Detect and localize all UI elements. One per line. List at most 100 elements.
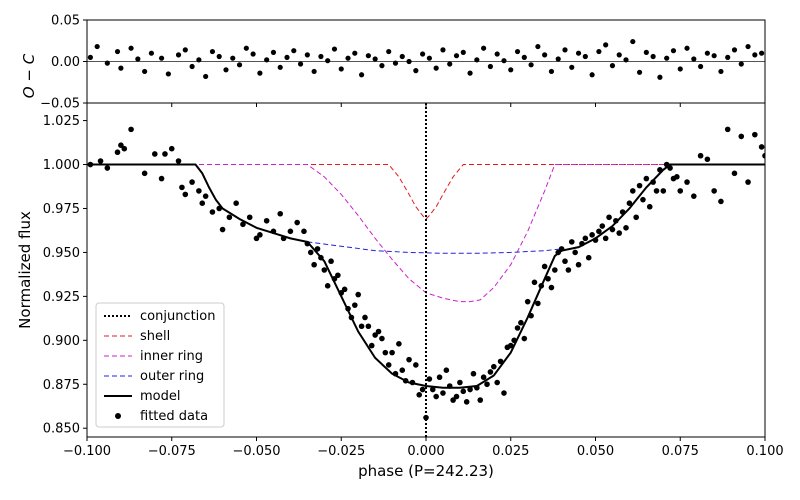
fitted-data-point: [467, 386, 473, 393]
lightcurve-x-tick-label: 0.100: [746, 444, 783, 459]
fitted-data-point: [372, 332, 378, 338]
residual-point: [650, 53, 656, 60]
legend: conjunction shell inner ring outer ring …: [95, 302, 225, 428]
fitted-data-point: [640, 196, 646, 203]
fitted-data-point: [602, 235, 609, 242]
residual-point: [420, 51, 426, 57]
lightcurve-y-tick-label: 0.950: [43, 246, 80, 261]
residual-point: [711, 53, 717, 59]
fitted-data-point: [616, 230, 623, 236]
lightcurve-x-tick-label: −0.075: [148, 444, 196, 459]
residual-point: [311, 68, 317, 75]
lightcurve-y-tick-label: 0.875: [43, 378, 80, 393]
residuals-y-tick-label: 0.00: [51, 55, 80, 70]
residual-point: [582, 53, 588, 60]
residual-point: [521, 54, 527, 60]
fitted-data-point: [402, 377, 409, 384]
legend-label-conjunction: conjunction: [140, 309, 215, 324]
fitted-data-point: [463, 399, 470, 405]
fitted-data-point: [629, 188, 636, 194]
residual-point: [704, 50, 710, 56]
residual-point: [142, 68, 148, 75]
fitted-data-point: [538, 283, 545, 289]
residual-point: [609, 63, 616, 69]
fitted-data-point: [419, 386, 426, 393]
residual-point: [447, 61, 453, 67]
residual-point: [691, 56, 697, 62]
fitted-data-point: [691, 193, 697, 199]
fitted-data-point: [179, 184, 185, 191]
lightcurve-x-axis-label: phase (P=242.23): [358, 462, 494, 480]
fitted-data-point: [240, 221, 246, 228]
residual-point: [291, 48, 297, 54]
residuals-y-axis-label: O − C: [20, 53, 38, 98]
fitted-data-point: [697, 152, 704, 159]
residual-point: [487, 63, 494, 70]
legend-label-inner-ring: inner ring: [140, 349, 203, 364]
fitted-data-point: [175, 158, 182, 164]
fitted-data-point: [382, 349, 389, 356]
lightcurve-y-axis-label: Normalized flux: [16, 211, 34, 329]
residual-point: [379, 63, 385, 69]
residual-point: [643, 49, 649, 55]
residual-point: [158, 55, 165, 61]
fitted-data-point: [189, 179, 195, 185]
residual-point: [257, 70, 263, 76]
lightcurve-y-tick-label: 0.900: [43, 334, 80, 349]
fitted-data-point: [440, 390, 446, 396]
residuals-y-tick-label: −0.05: [40, 97, 80, 112]
fitted-data-point: [565, 267, 572, 273]
fitted-data-point: [121, 145, 128, 152]
fitted-data-point: [396, 341, 402, 347]
fitted-data-point: [202, 193, 209, 199]
fitted-data-point: [423, 414, 429, 421]
residual-point: [697, 63, 704, 70]
fitted-data-point: [321, 267, 328, 273]
fitted-data-point: [257, 232, 263, 238]
legend-swatch-fitted-data: [115, 413, 121, 419]
residual-point: [352, 50, 358, 56]
residuals-y-ticks: −0.05 0.00 0.05: [40, 14, 87, 112]
fitted-data-point: [643, 175, 650, 182]
residual-point: [731, 47, 738, 53]
fitted-data-point: [633, 214, 639, 221]
lightcurve-x-tick-label: 0.050: [577, 444, 614, 459]
residual-point: [677, 66, 683, 72]
fitted-data-point: [324, 283, 331, 289]
fitted-data-point: [663, 161, 670, 168]
legend-label-shell: shell: [140, 329, 170, 344]
fitted-data-point: [379, 335, 385, 342]
series-line-outer-ring: [307, 241, 562, 254]
fitted-data-point: [636, 182, 643, 189]
residual-point: [548, 68, 555, 75]
fitted-data-point: [718, 198, 724, 205]
residual-point: [514, 48, 521, 55]
residual-point: [304, 52, 310, 58]
residual-point: [406, 58, 412, 65]
lightcurve-x-ticks: −0.100 −0.075 −0.050 −0.025 0.000 0.025 0.050 0…: [63, 437, 784, 459]
fitted-data-point: [392, 370, 399, 377]
residual-point: [331, 46, 338, 52]
fitted-data-point: [263, 217, 270, 224]
fitted-data-point: [226, 214, 233, 221]
fitted-data-point: [97, 158, 104, 164]
fitted-data-point: [453, 393, 460, 400]
fitted-data-point: [667, 165, 673, 171]
fitted-data-point: [555, 249, 562, 256]
fitted-data-point: [385, 362, 392, 368]
fitted-data-point: [650, 179, 656, 185]
fitted-data-point: [457, 379, 463, 386]
residual-point: [528, 62, 534, 68]
residual-point: [616, 52, 622, 58]
residual-point: [725, 54, 731, 60]
fitted-data-point: [762, 152, 765, 159]
fitted-data-point: [660, 188, 667, 194]
lightcurve-y-tick-label: 0.925: [43, 290, 80, 305]
fitted-data-point: [104, 165, 111, 171]
residual-point: [165, 71, 171, 77]
fitted-data-point: [531, 279, 538, 286]
residual-point: [555, 56, 561, 62]
fitted-data-point: [646, 203, 653, 210]
residual-point: [636, 69, 643, 75]
fitted-data-point: [118, 142, 124, 148]
